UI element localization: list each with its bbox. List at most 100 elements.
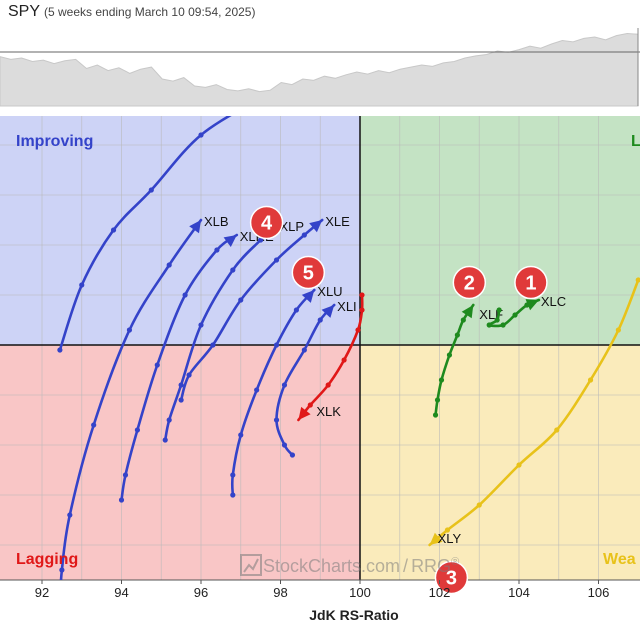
x-tick-label: 96: [194, 585, 208, 600]
watermark-brand: StockCharts.com: [263, 556, 400, 576]
tail-point: [198, 132, 204, 138]
tail-label: XLI: [337, 299, 357, 314]
tail-arrow-icon: [321, 305, 335, 318]
watermark-reg: ®: [451, 556, 459, 568]
badge-4: 4: [249, 205, 284, 240]
tail-point: [446, 352, 453, 358]
tail-point: [166, 262, 172, 268]
quadrant-label-lagging: Lagging: [16, 551, 78, 568]
tail-point: [341, 357, 347, 363]
tail-arrow-icon: [301, 290, 315, 303]
tail-point: [587, 377, 594, 383]
tail-point: [148, 187, 154, 193]
tail-arrow-icon: [525, 299, 539, 311]
tail-point: [162, 437, 168, 443]
tail-point: [254, 387, 260, 393]
tail-point: [178, 382, 184, 388]
tail-point: [238, 432, 244, 438]
tail-point: [359, 292, 365, 298]
tail-arrow-icon: [223, 235, 237, 247]
tail-point: [444, 527, 451, 533]
quadrant-weakening: [360, 345, 640, 580]
badge-number: 5: [303, 263, 314, 285]
tail-point: [182, 292, 188, 298]
quadrant-label-improving: Improving: [16, 133, 93, 150]
x-axis-title: JdK RS-Ratio: [309, 607, 398, 623]
tail-point: [134, 427, 140, 433]
tail-line: [428, 278, 640, 547]
tail-xli[interactable]: XLI: [273, 299, 357, 458]
tail-point: [230, 267, 236, 273]
badge-number: 1: [525, 273, 536, 295]
tail-point: [496, 307, 502, 313]
tail-xlv[interactable]: XLV: [57, 64, 321, 353]
tail-point: [230, 492, 236, 498]
tail-label: XLB: [204, 214, 229, 229]
symbol-label: SPY: [8, 3, 41, 20]
tail-point: [460, 317, 466, 323]
tail-xlb[interactable]: XLB: [57, 214, 229, 608]
sparkline-area: [0, 32, 639, 107]
tail-point: [118, 497, 125, 503]
tail-xlk[interactable]: XLK: [297, 292, 365, 422]
chart-header: SPY (5 weeks ending March 10 09:54, 2025): [8, 3, 628, 25]
tail-point: [355, 327, 361, 333]
x-tick-label: 94: [114, 585, 128, 600]
tail-point: [554, 427, 560, 433]
tail-xlu[interactable]: XLU: [230, 284, 343, 498]
badge-number: 2: [464, 273, 475, 295]
x-tick-label: 98: [273, 585, 287, 600]
tail-point: [301, 232, 307, 238]
badge-5: 5: [291, 255, 326, 290]
badge-1: 1: [514, 265, 548, 300]
quadrant-label-weakening: Wea: [603, 551, 636, 568]
x-tick-label: 104: [508, 585, 530, 600]
tail-point: [432, 412, 439, 418]
tail-point: [57, 602, 62, 607]
quadrant-label-leading: L: [631, 133, 640, 150]
watermark-slash: /: [403, 556, 408, 576]
tail-point: [186, 372, 192, 378]
badge-number: 4: [261, 213, 273, 235]
tail-point: [178, 397, 184, 403]
tail-point: [516, 462, 522, 468]
tail-point: [281, 442, 288, 448]
tail-point: [273, 417, 280, 423]
tail-arrow-icon: [309, 220, 323, 233]
tail-point: [281, 382, 288, 388]
tail-point: [67, 512, 73, 518]
tail-point: [210, 342, 216, 348]
tail-xly[interactable]: XLY: [428, 277, 640, 547]
tail-point: [59, 567, 65, 573]
tail-point: [79, 282, 85, 288]
chart-subtitle: (5 weeks ending March 10 09:54, 2025): [44, 5, 256, 19]
tail-point: [434, 397, 441, 403]
tail-point: [198, 322, 204, 328]
x-axis-ticks: 92 94 96 98 100 102 104 106: [35, 580, 609, 600]
tail-point: [154, 362, 160, 368]
tail-point: [258, 237, 264, 243]
x-tick-label: 92: [35, 585, 49, 600]
badge-circle: [434, 560, 469, 595]
tail-point: [126, 327, 133, 333]
tail-point: [293, 307, 299, 313]
tail-label: XLU: [317, 284, 342, 299]
tail-point: [301, 347, 307, 353]
tail-xle[interactable]: XLE: [178, 214, 351, 403]
tail-point: [494, 317, 500, 323]
tail-xlc[interactable]: XLC: [486, 294, 567, 328]
x-tick-label: 100: [349, 585, 371, 600]
tail-point: [317, 317, 323, 323]
stockcharts-logo-icon: [240, 554, 262, 576]
tail-point: [273, 257, 280, 263]
stockcharts-watermark: StockCharts.com / RRG®: [240, 554, 459, 576]
rotation-tails: XLVXLBXLREXLPXLEXLUXLIXLKXLFXLCXLY: [57, 64, 640, 608]
tail-point: [500, 322, 506, 328]
tail-point: [289, 452, 296, 458]
tail-point: [325, 382, 331, 388]
tail-point: [359, 307, 365, 313]
tail-point: [476, 502, 482, 508]
tail-label: XLK: [316, 404, 341, 419]
tail-arrow-icon: [461, 305, 474, 319]
